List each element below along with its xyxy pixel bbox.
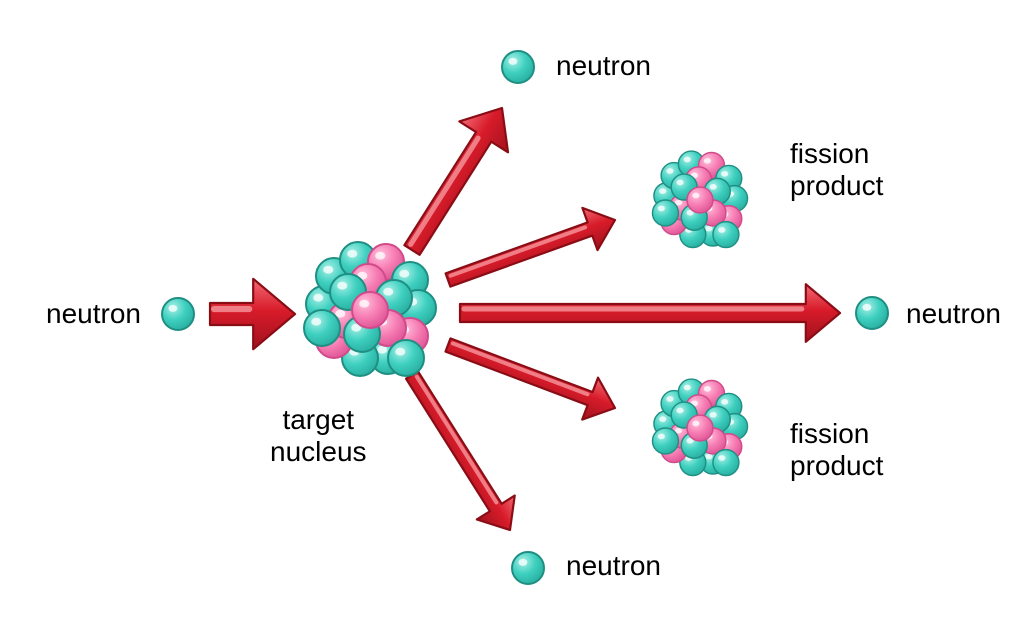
neutron-out-top — [502, 51, 534, 83]
neutron-out-bottom — [512, 552, 544, 584]
label-target-nucleus: target nucleus — [270, 404, 367, 468]
label-neutron-bottom: neutron — [566, 550, 661, 582]
label-neutron-right: neutron — [906, 298, 1001, 330]
arrow-in — [210, 279, 295, 349]
label-fission-top: fission product — [790, 138, 883, 202]
arrow-out-top — [388, 93, 527, 266]
fission-product-top — [652, 151, 747, 247]
arrow-out-right — [460, 284, 840, 342]
arrow-out-lower — [440, 324, 623, 429]
label-fission-bottom: fission product — [790, 418, 883, 482]
target-nucleus — [304, 242, 436, 376]
label-incoming-neutron: neutron — [46, 298, 141, 330]
neutron-out-right — [856, 297, 888, 329]
arrow-out-upper — [440, 199, 622, 301]
incoming-neutron — [162, 298, 194, 330]
arrow-out-bottom — [393, 363, 529, 542]
fission-product-bottom — [652, 379, 747, 475]
label-neutron-top: neutron — [556, 50, 651, 82]
